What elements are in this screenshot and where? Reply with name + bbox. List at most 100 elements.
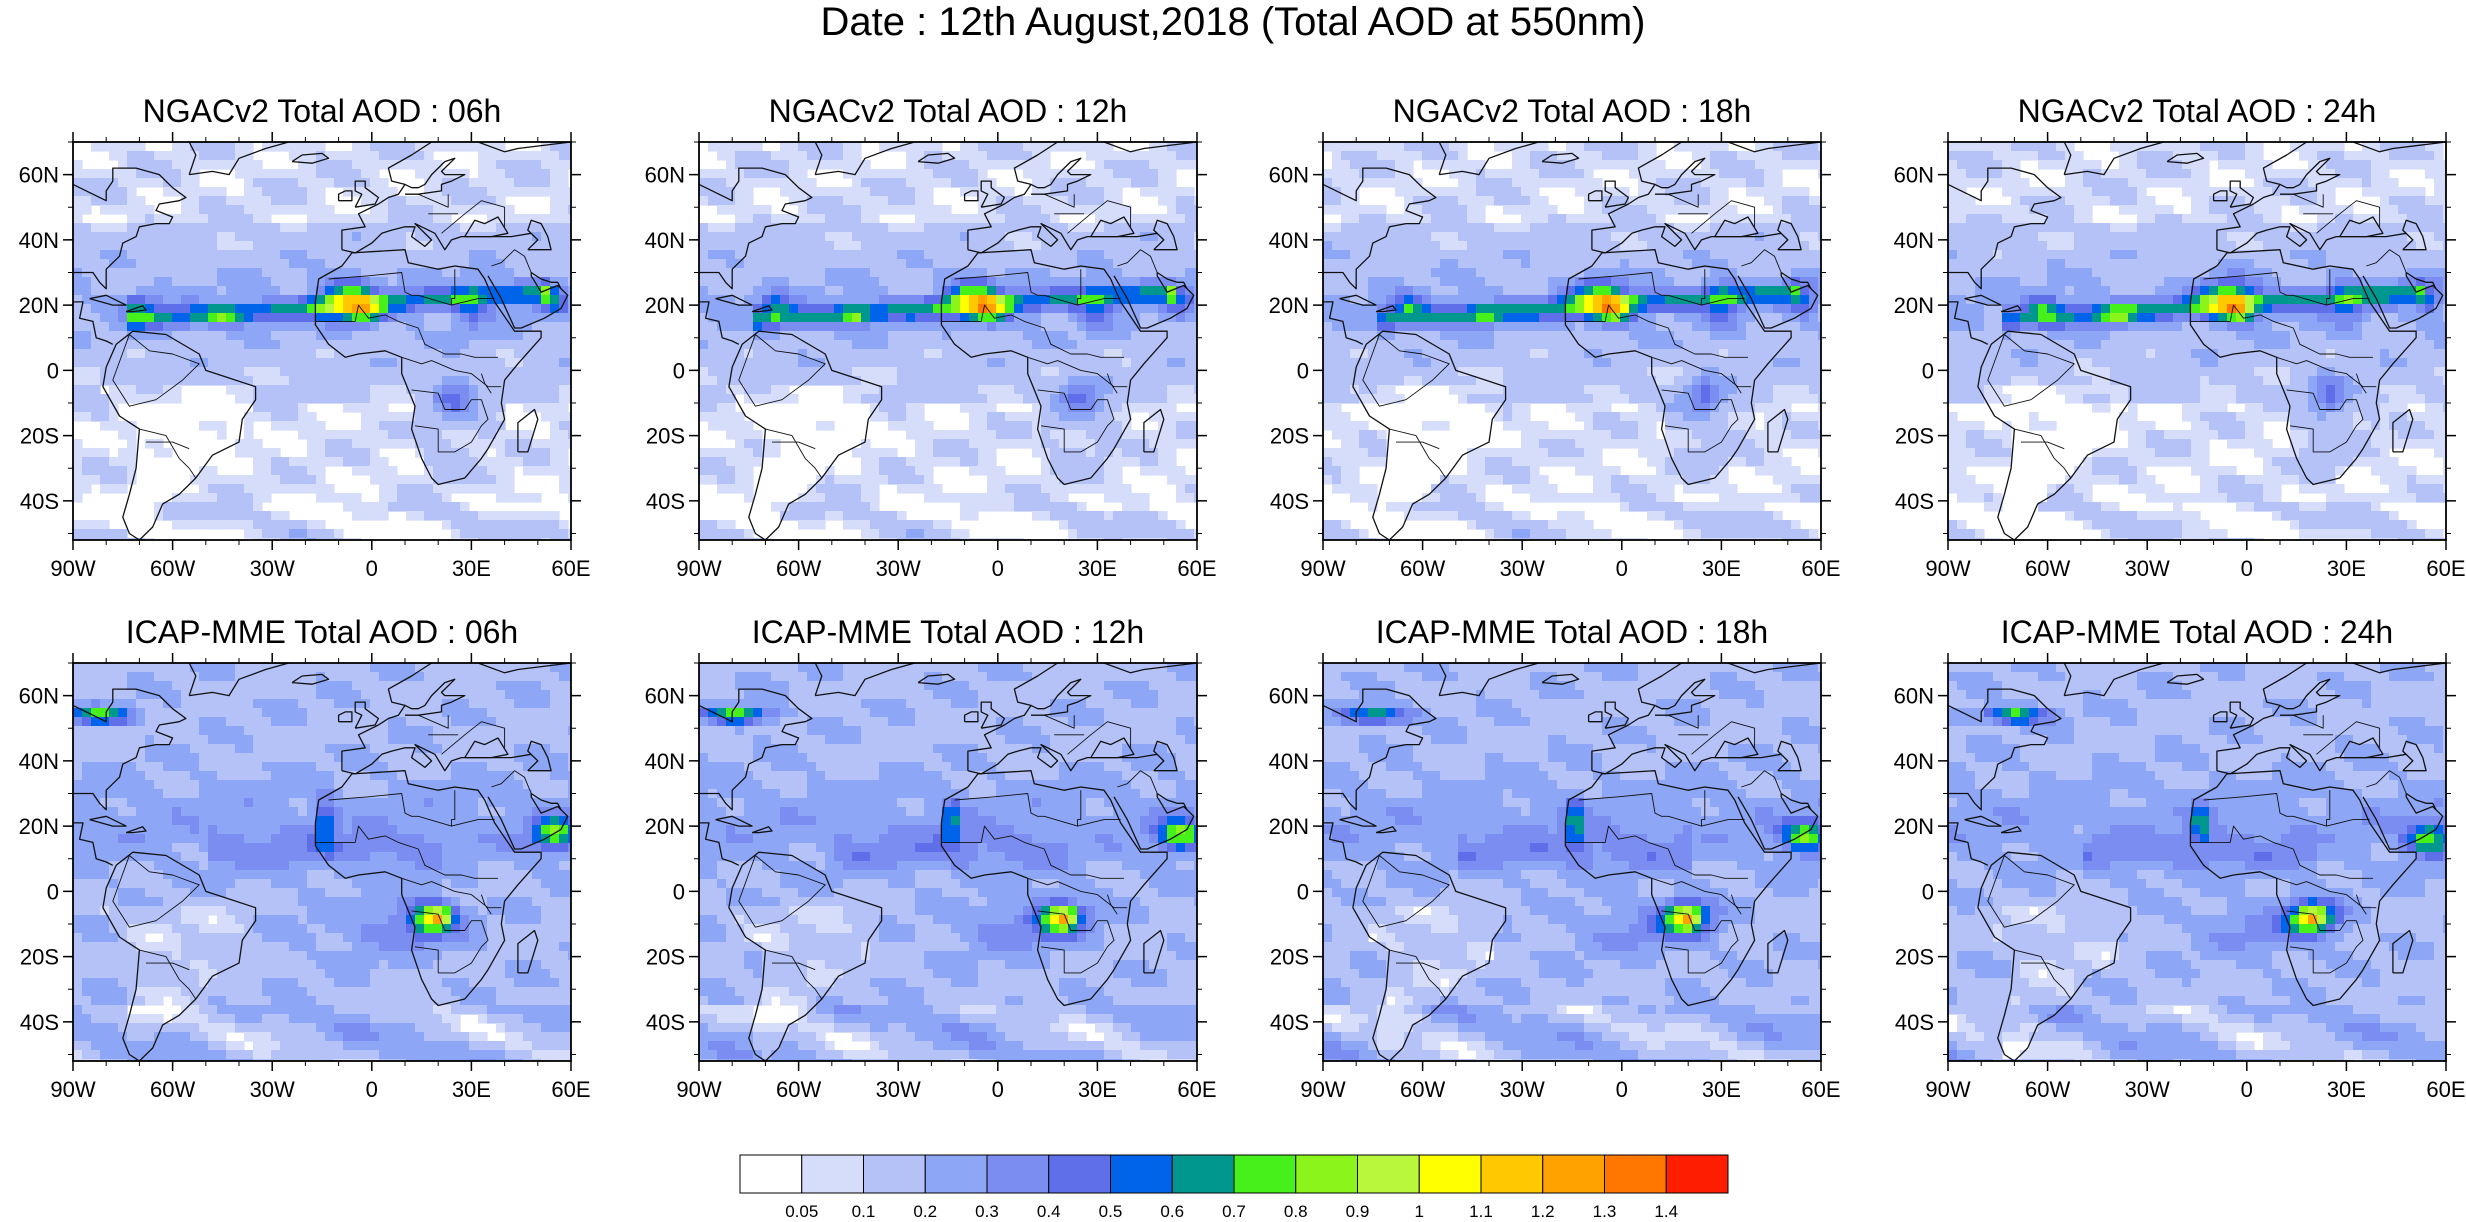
lon-tick-label: 60E [1801,556,1840,581]
lon-tick-label: 60E [1177,556,1216,581]
coastline [73,167,187,290]
lat-tick-label: 60N [645,684,685,709]
map-panels: 60N 40N 20N 0 20S 40S 90W 60W 30W 0 30E 60E NGACv2 T… [19,93,2466,1102]
colorbar-swatch [1110,1154,1173,1194]
coastline [487,272,569,329]
coastline [980,180,1006,208]
country-border [772,441,816,450]
coastline [1964,815,2002,827]
aod-field [73,663,571,1061]
colorbar-label: 1 [1415,1202,1424,1221]
coastline [967,663,1197,771]
lon-tick-label: 30W [1500,556,1545,581]
coastline [2402,740,2427,772]
country-border [1396,962,1440,971]
colorbar-swatch [924,1154,988,1194]
coastline [1153,219,1178,251]
coastline [2229,180,2255,208]
lat-tick-label: 40S [20,1010,59,1035]
coastline [2166,673,2205,685]
country-border [738,334,826,407]
country-border [139,428,197,479]
country-border [941,304,1124,358]
lon-tick-label: 30E [452,1077,491,1102]
map-frame [72,141,572,541]
coastline [1777,740,1802,772]
coastline [517,408,539,453]
coastline [1323,301,1364,345]
coastline [715,294,753,306]
lon-tick-label: 60W [1400,1077,1445,1102]
coastline [73,822,114,866]
coastline [1541,673,1580,685]
coastline [2063,142,2165,176]
lon-tick-label: 60E [2426,556,2465,581]
map-panel: 60N 40N 20N 0 20S 40S 90W 60W 30W 0 30E 60E ICAP-MME… [1269,614,1841,1102]
coastline [1438,663,1540,697]
lon-tick-label: 60W [776,556,821,581]
coastline [2166,152,2205,164]
lon-tick-label: 60W [2025,556,2070,581]
country-border [1578,269,1706,306]
lon-tick-label: 90W [1300,556,1345,581]
lat-tick-label: 40S [1895,489,1934,514]
lat-tick-label: 0 [47,358,59,383]
country-border [2286,389,2364,453]
coastline [517,929,539,974]
coastline [2189,770,2417,1007]
coastline [1780,792,1812,811]
country-border [1044,193,1075,208]
country-border [441,721,506,755]
map-frame [1322,141,1822,541]
country-border [2326,819,2370,827]
colorbar-label: 0.2 [913,1202,937,1221]
lat-tick-label: 40N [1269,749,1309,774]
panel-title: NGACv2 Total AOD : 06h [143,93,502,129]
country-border [2355,894,2367,915]
lon-tick-label: 0 [2241,556,2253,581]
aod-field [1323,663,1821,1061]
coastline [527,219,552,251]
coastline [89,815,127,827]
country-border [1730,373,1742,394]
coastline [1948,301,1989,345]
coastline [341,142,571,250]
country-border [1565,825,1748,879]
lon-tick-label: 30W [876,556,921,581]
lon-tick-label: 30W [250,556,295,581]
colorbar-label: 0.6 [1160,1202,1184,1221]
lon-tick-label: 30E [2327,556,2366,581]
country-border [954,269,1082,306]
country-border [1389,428,1447,479]
lat-tick-label: 40N [645,749,685,774]
lat-tick-label: 0 [1297,879,1309,904]
colorbar-swatch [739,1154,803,1194]
country-border [1661,389,1739,453]
country-border [418,193,449,208]
coastline [1587,711,1603,723]
colorbar-label: 1.4 [1654,1202,1678,1221]
coastline [1948,688,2062,811]
panel-title: NGACv2 Total AOD : 18h [1393,93,1752,129]
lon-tick-label: 0 [2241,1077,2253,1102]
lon-tick-label: 60W [150,556,195,581]
colorbar-label: 0.8 [1284,1202,1308,1221]
map-frame [1947,141,2447,541]
country-border [765,949,823,1000]
coastline [1438,142,1540,176]
lat-tick-label: 20N [1269,293,1309,318]
coastline [125,305,147,313]
aod-field [73,142,571,540]
lat-tick-label: 40N [19,228,59,253]
coastline [2339,737,2384,759]
aod-field [1948,663,2446,1061]
lat-tick-label: 0 [1922,358,1934,383]
lon-tick-label: 90W [50,1077,95,1102]
country-border [2276,877,2377,909]
coastline [2362,793,2444,850]
country-border [480,373,492,394]
country-border [451,819,495,827]
coastline [940,770,1168,1007]
country-border [1741,249,1782,273]
coastline [1375,305,1397,313]
